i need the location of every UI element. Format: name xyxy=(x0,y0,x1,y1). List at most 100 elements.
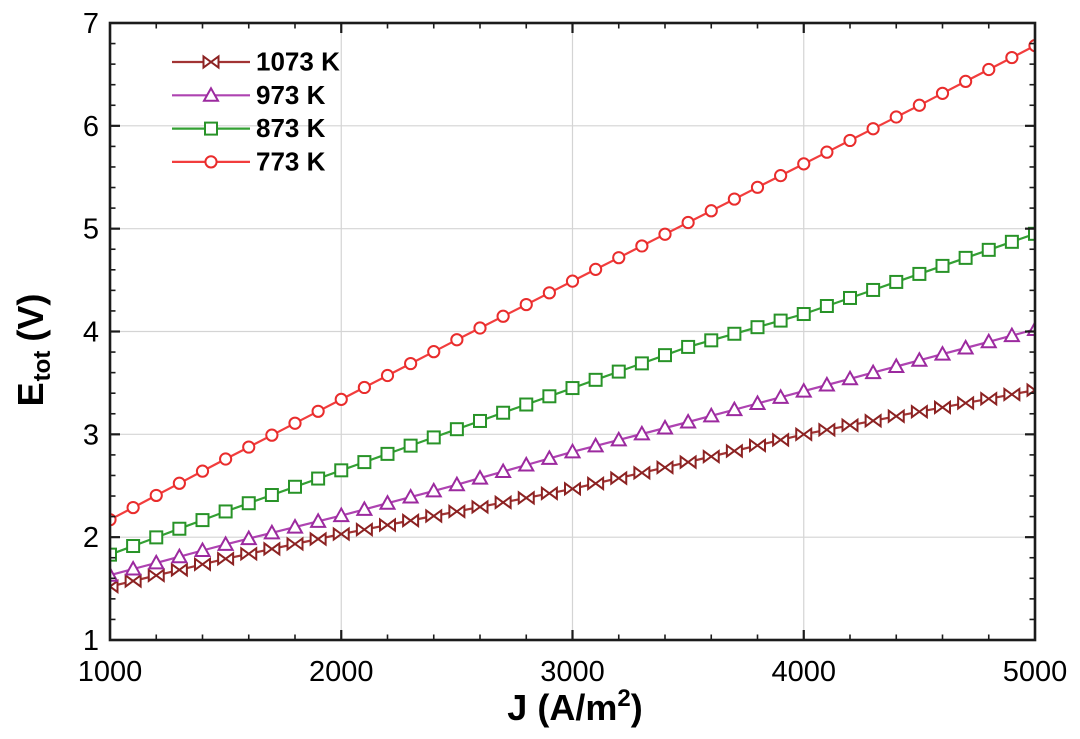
square-marker xyxy=(935,258,950,273)
square-marker xyxy=(380,446,395,461)
triangle-marker xyxy=(887,357,905,373)
square-marker xyxy=(819,298,834,313)
x-tick-label: 1000 xyxy=(78,656,143,688)
square-marker xyxy=(264,488,279,503)
circle-marker xyxy=(380,368,395,383)
square-marker xyxy=(172,521,187,536)
bowtie-marker xyxy=(702,449,720,465)
bowtie-marker xyxy=(194,556,211,572)
triangle-marker xyxy=(818,375,836,392)
square-marker xyxy=(634,356,649,371)
circle-marker xyxy=(404,356,418,371)
triangle-marker xyxy=(679,412,697,429)
bowtie-marker xyxy=(772,432,790,448)
triangle-marker xyxy=(193,541,212,558)
circle-marker xyxy=(427,345,441,359)
bowtie-marker xyxy=(934,399,951,415)
square-marker xyxy=(889,274,904,289)
bowtie-marker xyxy=(633,465,651,481)
triangle-marker xyxy=(980,332,998,349)
triangle-marker xyxy=(702,406,720,423)
bowtie-marker xyxy=(957,395,975,411)
square-marker xyxy=(519,397,534,412)
circle-marker xyxy=(797,157,811,171)
circle-marker xyxy=(496,309,510,323)
circle-marker xyxy=(681,215,695,230)
bowtie-marker xyxy=(656,459,674,475)
bowtie-marker xyxy=(795,426,813,442)
triangle-marker xyxy=(933,345,952,361)
triangle-marker xyxy=(309,512,327,528)
square-marker xyxy=(311,471,326,486)
bowtie-marker xyxy=(749,437,766,453)
bowtie-marker xyxy=(217,551,235,567)
bowtie-marker xyxy=(332,526,350,542)
legend-item-773K: 773 K xyxy=(172,146,326,176)
triangle-marker xyxy=(748,394,767,410)
legend-label: 1073 K xyxy=(256,47,340,77)
triangle-marker xyxy=(540,449,559,465)
x-tick-label: 5000 xyxy=(1003,656,1068,688)
bowtie-marker xyxy=(355,522,373,538)
triangle-marker xyxy=(563,442,582,459)
square-marker xyxy=(912,266,927,281)
triangle-marker xyxy=(910,351,929,367)
x-tick-label: 4000 xyxy=(771,656,836,688)
triangle-marker xyxy=(448,475,466,492)
triangle-marker xyxy=(1003,326,1021,343)
legend-item-973K: 973 K xyxy=(172,80,326,110)
y-axis-title-subscript: tot xyxy=(29,350,56,382)
circle-marker xyxy=(195,464,210,478)
square-marker xyxy=(149,530,164,545)
square-marker xyxy=(473,413,487,428)
circle-marker xyxy=(959,74,973,89)
square-marker xyxy=(426,430,441,445)
y-tick-label: 7 xyxy=(83,8,99,40)
x-axis-title: J (A/m2) xyxy=(507,687,642,728)
circle-marker xyxy=(704,204,718,218)
bowtie-marker xyxy=(540,485,558,501)
circle-marker xyxy=(473,321,487,335)
triangle-marker xyxy=(795,382,813,398)
triangle-marker xyxy=(471,469,489,485)
square-marker xyxy=(750,320,765,335)
square-marker xyxy=(204,121,218,136)
triangle-marker xyxy=(841,369,859,386)
circle-marker xyxy=(658,227,672,241)
square-marker xyxy=(588,372,603,387)
series-1073K xyxy=(110,382,1035,595)
bowtie-marker xyxy=(887,408,905,424)
bowtie-marker xyxy=(910,404,928,420)
circle-marker xyxy=(750,180,765,194)
square-marker xyxy=(357,455,372,470)
circle-marker xyxy=(242,440,256,454)
y-axis-title: Etot (V) xyxy=(10,294,56,407)
x-tick-label: 3000 xyxy=(540,656,605,688)
circle-marker xyxy=(589,262,603,276)
square-marker xyxy=(449,422,464,437)
square-marker xyxy=(843,290,857,305)
square-marker xyxy=(241,496,256,511)
triangle-marker xyxy=(216,535,235,551)
x-axis-title-main: J (A/m xyxy=(507,687,618,728)
triangle-marker xyxy=(124,559,142,576)
square-marker xyxy=(704,333,719,348)
square-marker xyxy=(496,405,511,420)
legend-item-1073K: 1073 K xyxy=(172,47,340,77)
triangle-marker xyxy=(610,430,628,447)
bowtie-marker xyxy=(379,517,396,533)
triangle-marker xyxy=(425,481,443,498)
triangle-marker xyxy=(494,462,512,479)
circle-marker xyxy=(565,274,580,288)
bowtie-marker xyxy=(240,546,258,562)
circle-marker xyxy=(774,169,788,183)
triangle-marker xyxy=(263,523,281,540)
triangle-marker xyxy=(401,488,420,504)
triangle-marker xyxy=(725,400,744,417)
triangle-marker xyxy=(956,338,975,355)
circle-marker xyxy=(982,62,996,77)
circle-marker xyxy=(612,251,626,265)
circle-marker xyxy=(149,488,163,503)
